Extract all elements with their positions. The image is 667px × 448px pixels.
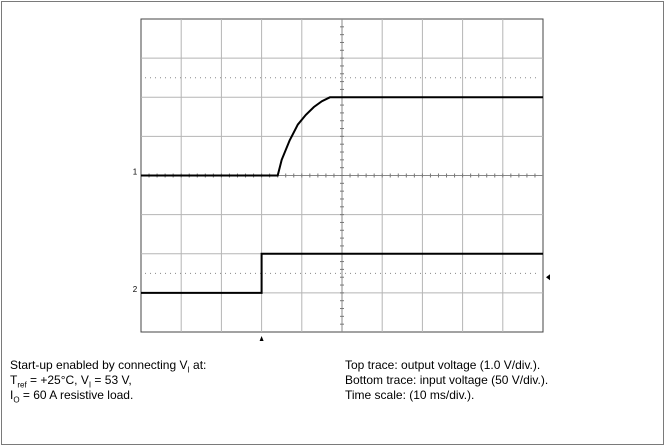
trace-legend-caption: Top trace: output voltage (1.0 V/div.). … — [345, 358, 548, 403]
output-voltage-trace — [141, 96, 543, 177]
input-voltage-trace — [141, 252, 543, 294]
caption-text: = 53 V, — [91, 373, 132, 387]
caption-text: = 60 A resistive load. — [19, 388, 134, 402]
caption-text: = +25°C, V — [26, 373, 89, 387]
test-conditions-caption: Start-up enabled by connecting VI at: Tr… — [10, 358, 207, 405]
caption-subscript: O — [13, 395, 20, 405]
top-trace-note: Top trace: output voltage (1.0 V/div.). — [345, 358, 541, 372]
caption-text: Start-up enabled by connecting V — [10, 358, 188, 372]
caption-subscript: I — [88, 380, 92, 390]
caption-subscript: I — [187, 365, 190, 375]
bottom-trace-note: Bottom trace: input voltage (50 V/div.). — [345, 373, 549, 387]
channel-2-ground-marker: 2 — [133, 285, 138, 294]
trigger-level-marker — [546, 274, 550, 281]
caption-text: at: — [189, 358, 207, 372]
oscilloscope-chart: 12 — [133, 18, 550, 341]
caption-text: T — [10, 373, 18, 387]
trigger-position-marker — [259, 336, 264, 341]
caption-subscript: ref — [17, 380, 27, 390]
caption-text: I — [10, 388, 14, 402]
traces — [141, 96, 543, 294]
time-scale-note: Time scale: (10 ms/div.). — [345, 388, 475, 402]
markers: 12 — [133, 168, 550, 341]
channel-1-ground-marker: 1 — [133, 168, 138, 177]
